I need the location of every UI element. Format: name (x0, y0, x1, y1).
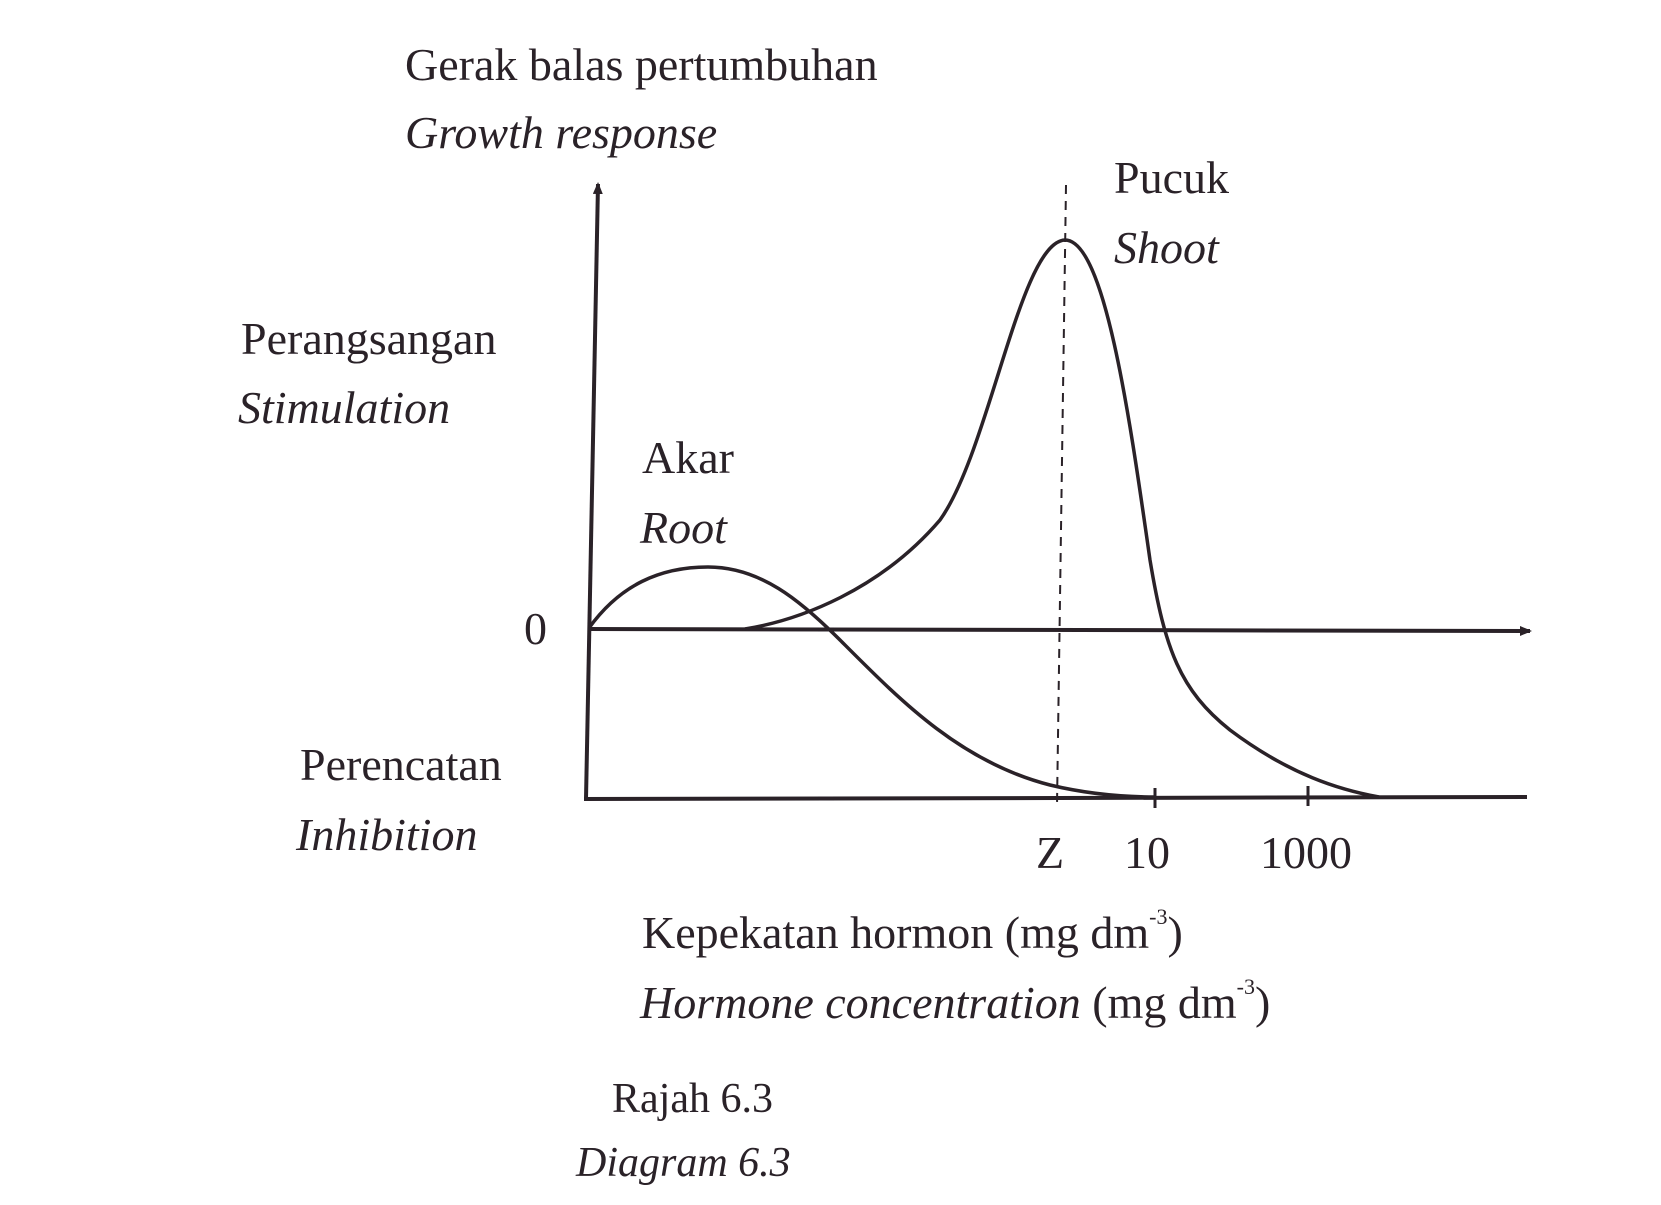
shoot-label-ms: Pucuk (1114, 152, 1229, 203)
x-axis-unit-exponent: -3 (1149, 904, 1168, 929)
x-axis-title-en-text: Hormone concentration (640, 977, 1081, 1028)
x-axis-zero (588, 625, 1532, 636)
y-axis (584, 182, 603, 800)
stimulation-label-en: Stimulation (238, 382, 451, 433)
inhibition-label-en: Inhibition (296, 809, 478, 860)
x-tick-label-1000: 1000 (1260, 827, 1352, 878)
x-axis-unit-en: (mg dm (1092, 977, 1237, 1028)
x-axis-unit-close: ) (1167, 907, 1183, 958)
caption-en-text: Diagram 6.3 (576, 1140, 791, 1186)
x-axis-unit-close-en: ) (1254, 977, 1271, 1028)
y-axis-title-ms: Gerak balas pertumbuhan (405, 39, 878, 90)
shoot-curve (744, 238, 1380, 799)
x-tick-label-z: Z (1036, 827, 1065, 878)
x-tick-label-10: 10 (1124, 827, 1170, 878)
caption-en: Diagram 6.3 (576, 1142, 791, 1184)
x-axis-bottom (583, 795, 1528, 801)
shoot-label-en: Shoot (1114, 222, 1219, 273)
zero-label: 0 (524, 603, 547, 654)
root-curve (587, 565, 1156, 799)
x-axis-title-en: Hormone concentration (mg dm-3) (640, 976, 1270, 1026)
x-axis-unit-exponent-en: -3 (1236, 974, 1255, 999)
stimulation-label-ms: Perangsangan (241, 313, 497, 364)
x-axis-unit: (mg dm (1004, 907, 1150, 958)
x-axis-title-ms-text: Kepekatan hormon (642, 907, 994, 958)
y-axis-title-en: Growth response (405, 107, 718, 158)
z-reference-line (1056, 184, 1067, 806)
inhibition-label-ms: Perencatan (300, 739, 502, 790)
root-label-en: Root (640, 502, 727, 553)
x-axis-title-ms: Kepekatan hormon (mg dm-3) (642, 906, 1183, 956)
root-label-ms: Akar (642, 432, 734, 483)
caption-ms: Rajah 6.3 (612, 1076, 773, 1122)
